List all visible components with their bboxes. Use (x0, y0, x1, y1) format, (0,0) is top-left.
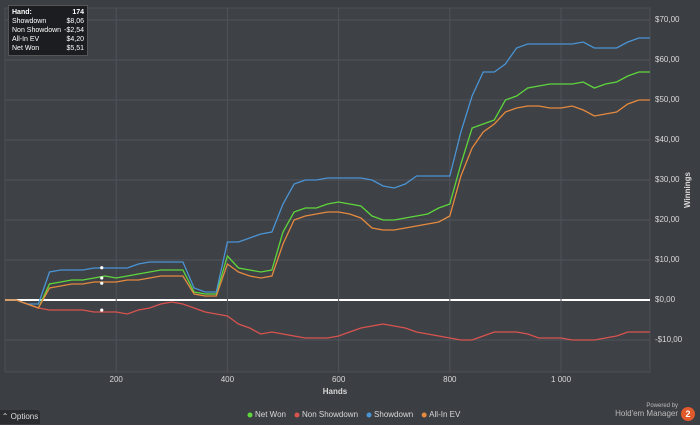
y-tick-label: $50,00 (655, 95, 680, 104)
grid (4, 7, 651, 373)
legend-label: Net Won (255, 410, 286, 419)
series-line (5, 99, 650, 309)
tooltip-rows: Showdown $8,06 Non Showdown -$2,54 All-In EV… (12, 17, 84, 53)
y-tick-label: $30,00 (655, 175, 680, 184)
series-line (5, 71, 650, 309)
tooltip: Hand: 174 Showdown $8,06 Non Showdown -$2,54… (8, 5, 88, 56)
tooltip-value: $5,51 (66, 45, 84, 52)
y-tick-label: -$10,00 (655, 335, 683, 344)
powered-by: Powered by (646, 403, 678, 409)
y-tick-label: $10,00 (655, 255, 680, 264)
tooltip-label: Net Won (12, 45, 40, 52)
tooltip-value: $4,20 (66, 36, 84, 43)
y-tick-label: $0,00 (655, 295, 676, 304)
tooltip-row: Showdown $8,06 (12, 17, 84, 26)
tooltip-value: $8,06 (66, 18, 84, 25)
y-axis-label: Winnings (683, 171, 692, 207)
legend-label: All-In EV (429, 410, 461, 419)
options-label: Options (10, 412, 39, 421)
tooltip-label: Hand: (12, 9, 32, 16)
tooltip-row: Non Showdown -$2,54 (12, 26, 84, 35)
y-tick-label: $40,00 (655, 135, 680, 144)
tooltip-label: Non Showdown (12, 27, 62, 34)
x-tick-label: 800 (443, 375, 457, 384)
y-tick-label: $70,00 (655, 15, 680, 24)
x-tick-label: 600 (332, 375, 346, 384)
y-tick-label: $20,00 (655, 215, 680, 224)
legend-swatch (366, 412, 372, 418)
legend-swatch (247, 412, 253, 418)
y-tick-label: $60,00 (655, 55, 680, 64)
x-tick-label: 200 (110, 375, 124, 384)
tooltip-label: All-In EV (12, 36, 40, 43)
legend-label: Showdown (374, 410, 413, 419)
series-line (5, 299, 650, 341)
options-button[interactable]: ⌃ Options (0, 410, 40, 424)
x-tick-label: 1 000 (551, 375, 572, 384)
tooltip-value: 174 (72, 9, 84, 16)
brand-name: Hold'em Manager (615, 409, 678, 418)
tooltip-row: All-In EV $4,20 (12, 35, 84, 44)
legend-swatch (294, 412, 300, 418)
brand: Powered by Hold'em Manager (615, 403, 678, 418)
hover-dot (100, 266, 104, 270)
tooltip-row: Net Won $5,51 (12, 44, 84, 53)
hover-dot (100, 281, 104, 285)
brand-badge: 2 (681, 407, 695, 421)
x-tick-label: 400 (221, 375, 235, 384)
series-line (5, 37, 650, 305)
hover-dot (100, 276, 104, 280)
x-axis-label: Hands (323, 387, 348, 396)
legend-swatch (421, 412, 427, 418)
legend-label: Non Showdown (302, 410, 358, 419)
tooltip-value: -$2,54 (64, 27, 84, 34)
plot-area (4, 7, 651, 373)
tooltip-label: Showdown (12, 18, 47, 25)
hover-dot (100, 308, 104, 312)
